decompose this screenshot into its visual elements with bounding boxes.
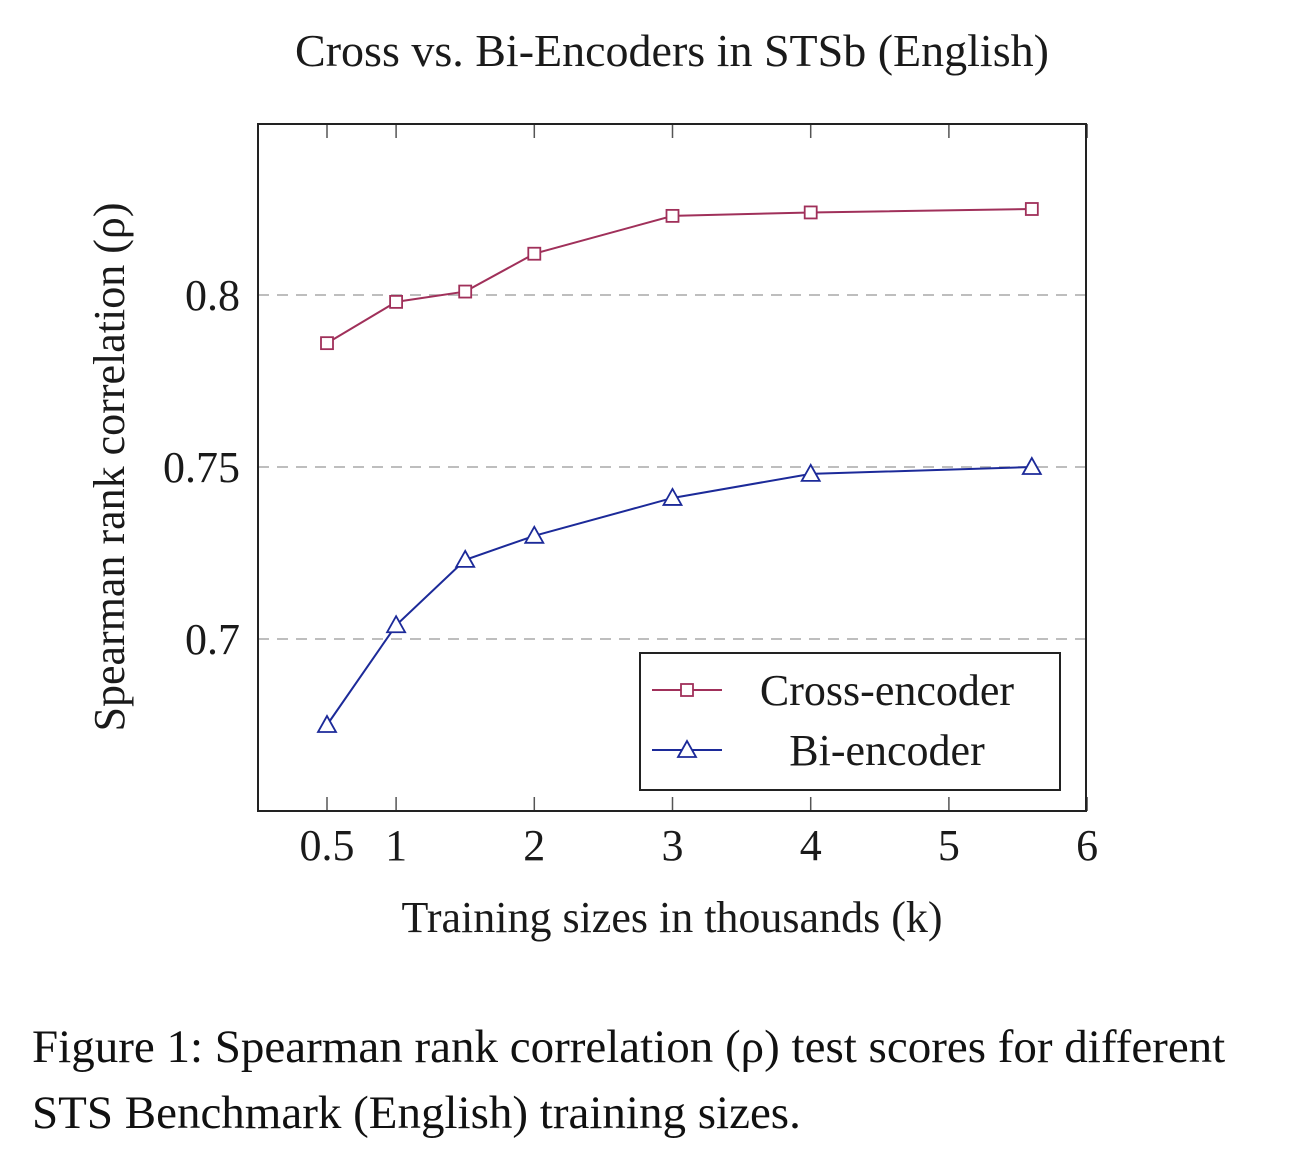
plot-frame: [257, 123, 1087, 812]
chart-title: Cross vs. Bi-Encoders in STSb (English): [295, 25, 1049, 76]
y-tick-label: 0.75: [163, 443, 240, 492]
data-point: [661, 487, 684, 506]
x-tick-label: 5: [938, 821, 960, 870]
plot-series: [316, 202, 1043, 733]
grid-lines: [258, 294, 1086, 640]
data-point: [389, 294, 404, 309]
axis-ticks: 0.7 0.75 0.8 0.5 1 2 3 4 5 6: [163, 124, 1098, 870]
legend-box: [639, 652, 1061, 791]
series-line: [326, 208, 1032, 345]
legend-label: Cross-encoder: [760, 666, 1014, 715]
data-point: [665, 208, 680, 223]
y-tick-label: 0.8: [185, 271, 240, 320]
series-square: [320, 202, 1039, 351]
data-point: [454, 549, 476, 568]
legend-marker: [680, 683, 694, 697]
x-tick-label: 6: [1076, 821, 1098, 870]
x-tick-label: 2: [523, 821, 545, 870]
data-point: [523, 524, 545, 544]
x-tick-label: 4: [800, 821, 822, 870]
x-tick-label: 3: [662, 821, 684, 870]
y-tick-label: 0.7: [185, 615, 240, 664]
x-axis-label: Training sizes in thousands (k): [401, 893, 942, 942]
data-point: [1021, 456, 1043, 475]
data-point: [1024, 202, 1039, 216]
legend-item: Cross-encoder: [652, 666, 1014, 715]
data-point: [803, 205, 818, 220]
legend-label: Bi-encoder: [789, 726, 985, 775]
data-point: [316, 714, 338, 733]
data-point: [385, 614, 407, 634]
x-tick-label: 1: [385, 821, 407, 870]
y-axis-label: Spearman rank correlation (ρ): [85, 203, 134, 732]
x-tick-label: 0.5: [300, 821, 355, 870]
data-point: [527, 246, 542, 261]
data-point: [458, 284, 473, 299]
chart: Cross vs. Bi-Encoders in STSb (English) …: [85, 25, 1098, 942]
legend-item: Bi-encoder: [652, 726, 985, 775]
series-triangle: [316, 456, 1043, 733]
data-point: [800, 463, 822, 482]
figure-caption: Figure 1: Spearman rank correlation (ρ) …: [32, 1021, 1226, 1139]
data-point: [320, 336, 334, 351]
legend: Cross-encoder Bi-encoder: [639, 652, 1061, 791]
legend-marker: [676, 739, 698, 758]
